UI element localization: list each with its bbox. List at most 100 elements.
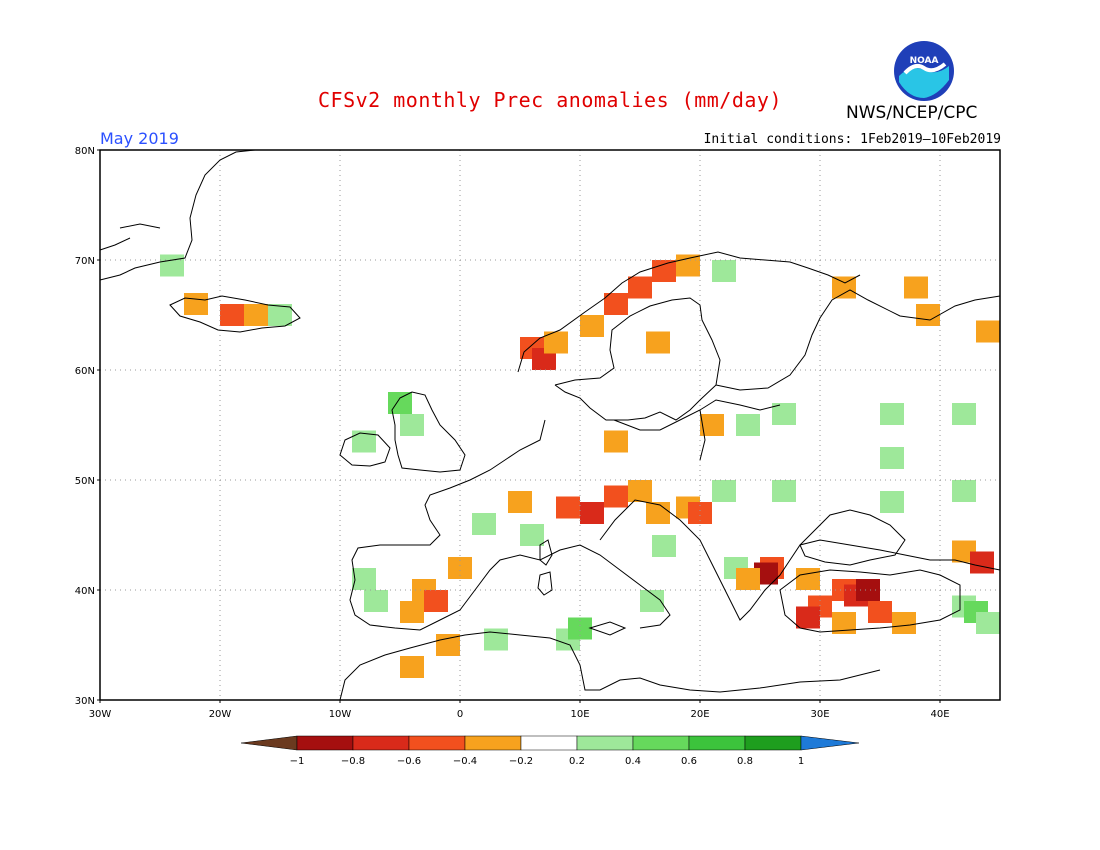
anomaly-cell [568, 617, 592, 640]
colorbar-tick-label: 1 [798, 756, 804, 767]
colorbar-swatch [296, 735, 354, 751]
coastline-ireland [339, 432, 391, 467]
colorbar-tick-label: 0.2 [569, 756, 585, 767]
valid-month: May 2019 [100, 129, 179, 148]
anomaly-cell [736, 414, 760, 436]
colorbar-swatch [744, 735, 802, 751]
anomaly-cell [508, 491, 532, 513]
colorbar-swatch [464, 735, 522, 751]
colorbar-tick-label: 0.6 [681, 756, 697, 767]
colorbar-swatch [352, 735, 410, 751]
anomaly-cell [652, 260, 676, 282]
anomaly-cell [268, 304, 292, 326]
anomaly-cell [904, 276, 928, 299]
lon-label: 40E [930, 709, 949, 720]
noaa-logo: NOAA [893, 40, 955, 106]
anomaly-cell [388, 392, 412, 414]
anomaly-cells [160, 254, 1000, 678]
anomaly-cell [952, 403, 976, 425]
anomaly-cell [352, 430, 376, 453]
anomaly-cell [796, 568, 820, 590]
anomaly-cell [880, 491, 904, 513]
longitude-labels: 30W 20W 10W 0 10E 20E 30E 40E [89, 700, 950, 720]
anomaly-cell [604, 430, 628, 453]
lon-label: 20E [690, 709, 709, 720]
colorbar-tick-label: −1 [290, 756, 305, 767]
anomaly-cell [646, 502, 670, 524]
lon-label: 10E [570, 709, 589, 720]
lat-label: 70N [75, 256, 95, 267]
anomaly-cell [772, 403, 796, 425]
colorbar-tick-label: 0.4 [625, 756, 641, 767]
anomaly-cell [832, 612, 856, 634]
colorbar-swatch [576, 735, 634, 751]
anomaly-cell [556, 496, 580, 519]
colorbar-arrow-high [800, 735, 860, 751]
lat-label: 30N [75, 696, 95, 707]
anomaly-cell [688, 502, 712, 524]
lon-label: 20W [209, 709, 232, 720]
anomaly-cell [184, 293, 208, 315]
anomaly-cell [472, 513, 496, 535]
lat-label: 50N [75, 476, 95, 487]
lon-label: 10W [329, 709, 352, 720]
anomaly-cell [580, 315, 604, 337]
coastline-scandinavia [517, 251, 861, 421]
coastline-continent [349, 419, 1001, 631]
anomaly-cell [712, 480, 736, 502]
graticule [100, 150, 1000, 700]
anomaly-cell [448, 557, 472, 579]
anomaly-cell [400, 601, 424, 623]
colorbar-tick-label: −0.8 [341, 756, 365, 767]
colorbar-arrow-low [240, 735, 298, 751]
chart-title: CFSv2 monthly Prec anomalies (mm/day) [317, 88, 783, 112]
anomaly-cell [160, 254, 184, 277]
coastline-iceland [169, 295, 301, 333]
anomaly-cell [520, 524, 544, 546]
anomaly-cell [652, 535, 676, 557]
anomaly-cell [220, 304, 244, 326]
anomaly-cell [832, 276, 856, 299]
anomaly-cell [544, 331, 568, 354]
coastline-mediterranean-islands [537, 539, 627, 636]
anomaly-cell [364, 590, 388, 612]
colorbar-swatch [408, 735, 466, 751]
anomaly-cell [580, 502, 604, 524]
colorbar-tick-label: −0.2 [509, 756, 533, 767]
anomaly-cell [736, 568, 760, 590]
lat-label: 60N [75, 366, 95, 377]
anomaly-cell [916, 304, 940, 326]
anomaly-cell [772, 480, 796, 502]
anomaly-cell [640, 590, 664, 612]
anomaly-cell [628, 480, 652, 502]
colorbar: −1 −0.8 −0.6 −0.4 −0.2 0.2 0.4 0.6 0.8 1 [240, 735, 860, 767]
anomaly-cell [424, 590, 448, 612]
anomaly-cell [892, 612, 916, 634]
anomaly-cell [436, 634, 460, 656]
coastline-black-sea [799, 509, 906, 566]
lon-label: 0 [457, 709, 463, 720]
colorbar-tick-label: −0.4 [453, 756, 477, 767]
initial-conditions: Initial conditions: 1Feb2019—10Feb2019 [703, 132, 1001, 147]
anomaly-cell [646, 331, 670, 354]
latitude-labels: 80N 70N 60N 50N 40N 30N [75, 146, 100, 707]
anomaly-cell [868, 601, 892, 623]
anomaly-cell [952, 480, 976, 502]
coastline-baltic [613, 399, 781, 461]
anomaly-cell [352, 568, 376, 590]
lat-label: 40N [75, 586, 95, 597]
anomaly-cell [244, 304, 268, 326]
colorbar-tick-label: 0.8 [737, 756, 753, 767]
anomaly-cell [970, 551, 994, 574]
anomaly-cell [880, 447, 904, 469]
anomaly-cell [604, 293, 628, 315]
anomaly-cell [400, 656, 424, 678]
colorbar-swatch [632, 735, 690, 751]
anomaly-cell [796, 606, 820, 629]
anomaly-cell [604, 485, 628, 508]
coastlines [99, 149, 1001, 701]
agency-label: NWS/NCEP/CPC [846, 103, 978, 123]
anomaly-cell [856, 579, 880, 601]
anomaly-cell [700, 414, 724, 436]
